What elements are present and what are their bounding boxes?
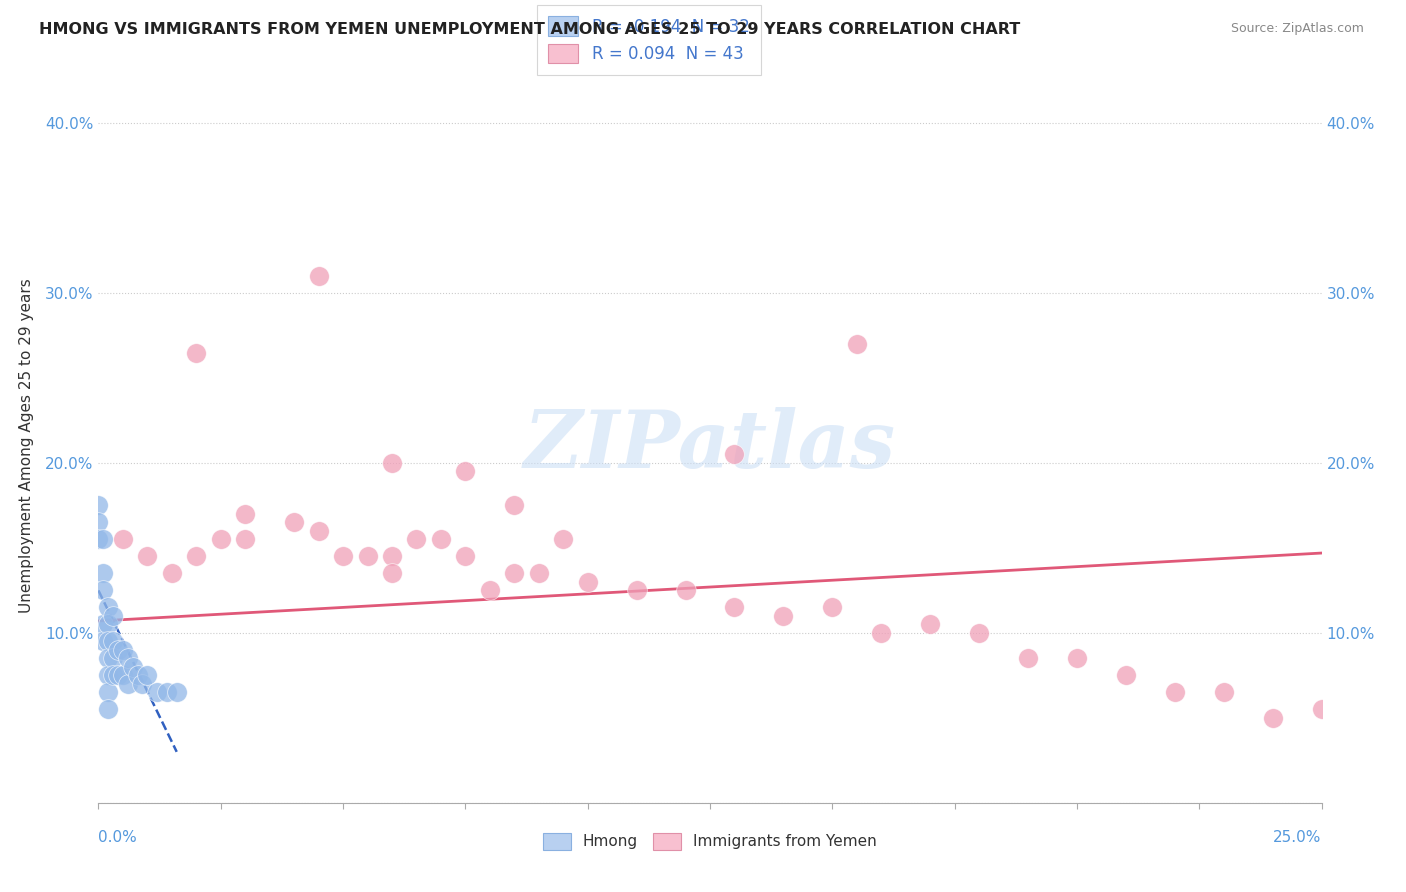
Point — [186, 549, 208, 564]
Point — [308, 524, 330, 538]
Point — [553, 533, 575, 547]
Point — [675, 583, 697, 598]
Point — [967, 626, 990, 640]
Point — [156, 685, 179, 699]
Point — [166, 685, 188, 699]
Point — [97, 651, 120, 665]
Point — [821, 600, 844, 615]
Point — [1115, 668, 1137, 682]
Point — [1261, 711, 1284, 725]
Text: Source: ZipAtlas.com: Source: ZipAtlas.com — [1230, 22, 1364, 36]
Point — [454, 549, 477, 564]
Point — [131, 677, 153, 691]
Point — [527, 566, 550, 581]
Point — [381, 549, 404, 564]
Point — [186, 345, 208, 359]
Point — [111, 533, 134, 547]
Point — [626, 583, 648, 598]
Point — [111, 668, 134, 682]
Point — [1164, 685, 1187, 699]
Point — [1212, 685, 1234, 699]
Point — [1310, 702, 1333, 716]
Point — [107, 643, 129, 657]
Point — [233, 507, 256, 521]
Text: HMONG VS IMMIGRANTS FROM YEMEN UNEMPLOYMENT AMONG AGES 25 TO 29 YEARS CORRELATIO: HMONG VS IMMIGRANTS FROM YEMEN UNEMPLOYM… — [39, 22, 1021, 37]
Point — [87, 499, 110, 513]
Point — [381, 456, 404, 470]
Point — [772, 608, 794, 623]
Point — [117, 651, 139, 665]
Point — [97, 600, 120, 615]
Point — [91, 533, 114, 547]
Point — [97, 685, 120, 699]
Point — [101, 668, 124, 682]
Point — [503, 499, 526, 513]
Point — [121, 660, 143, 674]
Point — [97, 634, 120, 648]
Point — [101, 634, 124, 648]
Point — [97, 617, 120, 632]
Point — [332, 549, 354, 564]
Point — [723, 448, 745, 462]
Point — [101, 651, 124, 665]
Point — [1066, 651, 1088, 665]
Point — [381, 566, 404, 581]
Point — [454, 465, 477, 479]
Y-axis label: Unemployment Among Ages 25 to 29 years: Unemployment Among Ages 25 to 29 years — [18, 278, 34, 614]
Point — [1017, 651, 1039, 665]
Point — [209, 533, 232, 547]
Text: ZIPatlas: ZIPatlas — [524, 408, 896, 484]
Point — [91, 583, 114, 598]
Legend: Hmong, Immigrants from Yemen: Hmong, Immigrants from Yemen — [534, 823, 886, 859]
Point — [283, 516, 305, 530]
Point — [136, 549, 159, 564]
Point — [870, 626, 893, 640]
Point — [845, 337, 868, 351]
Point — [146, 685, 169, 699]
Point — [111, 643, 134, 657]
Point — [101, 608, 124, 623]
Point — [87, 533, 110, 547]
Point — [723, 600, 745, 615]
Point — [356, 549, 378, 564]
Point — [160, 566, 183, 581]
Point — [87, 516, 110, 530]
Point — [430, 533, 453, 547]
Point — [91, 566, 114, 581]
Point — [91, 617, 114, 632]
Point — [405, 533, 427, 547]
Text: 25.0%: 25.0% — [1274, 830, 1322, 845]
Point — [136, 668, 159, 682]
Point — [478, 583, 501, 598]
Point — [233, 533, 256, 547]
Point — [127, 668, 149, 682]
Point — [117, 677, 139, 691]
Text: 0.0%: 0.0% — [98, 830, 138, 845]
Point — [91, 634, 114, 648]
Point — [308, 269, 330, 284]
Point — [576, 574, 599, 589]
Point — [503, 566, 526, 581]
Point — [107, 668, 129, 682]
Point — [920, 617, 942, 632]
Point — [97, 668, 120, 682]
Point — [97, 702, 120, 716]
